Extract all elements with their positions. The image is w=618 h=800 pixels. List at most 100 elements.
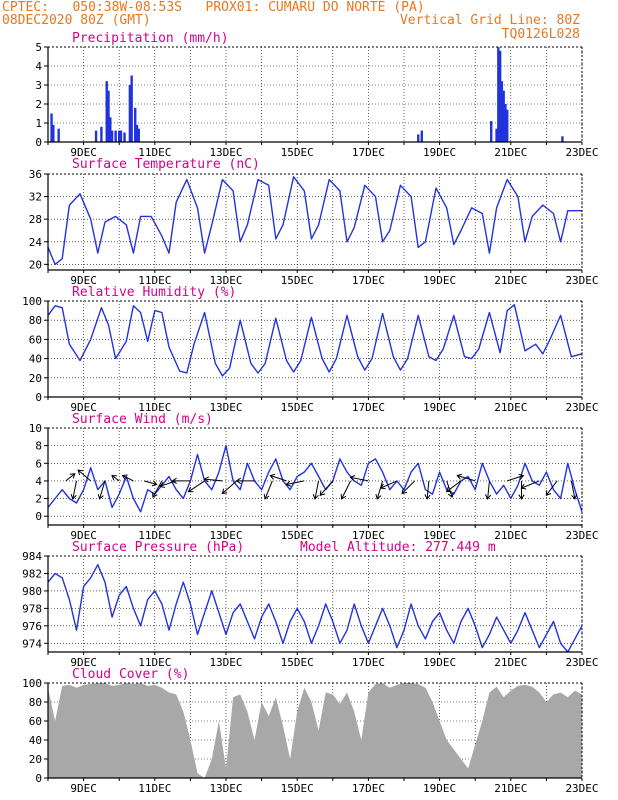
precip-bar [50, 113, 53, 142]
temp-series-line [47, 176, 582, 266]
wind-vector-head [235, 477, 241, 485]
wind-vector-head [77, 469, 84, 476]
wind-vector [204, 478, 223, 482]
x-tick-label: 15DEC [281, 529, 314, 542]
y-tick-label: 80 [29, 696, 42, 709]
precip-bar [495, 128, 498, 142]
y-tick-label: 32 [29, 191, 42, 204]
wind-vector-head [445, 486, 452, 493]
precip-bar [119, 130, 123, 142]
panel-title: Surface Temperature (nC) [72, 157, 260, 172]
wind-vector-head [447, 492, 454, 498]
x-tick-label: 21DEC [494, 146, 527, 159]
wind-vector [487, 480, 490, 499]
panel-title: Surface Pressure (hPa) [72, 540, 244, 555]
y-tick-label: 100 [22, 677, 42, 690]
wind-vector-head [269, 473, 276, 480]
wind-vector-head [484, 494, 492, 500]
precip-bar [506, 109, 509, 142]
wind-vector [72, 480, 77, 500]
x-tick-label: 13DEC [209, 401, 242, 414]
precip-bar [502, 90, 505, 142]
x-tick-label: 9DEC [70, 656, 97, 669]
x-tick-label: 9DEC [70, 401, 97, 414]
x-tick-label: 21DEC [494, 782, 527, 795]
wind-vector [401, 480, 416, 494]
wind-vector-head [221, 488, 228, 495]
cloud-cover-area [48, 683, 582, 778]
y-tick-label: 980 [22, 585, 42, 598]
wind-vector-head [151, 480, 158, 487]
wind-vector [152, 480, 163, 498]
precip-bar [417, 134, 420, 142]
x-tick-label: 15DEC [281, 274, 314, 287]
rh-series-line [47, 304, 583, 377]
y-tick-label: 982 [22, 567, 42, 580]
y-tick-label: 974 [22, 637, 42, 650]
wind-vector-head [379, 483, 386, 490]
precip-bar [497, 47, 500, 142]
x-tick-label: 17DEC [352, 656, 385, 669]
y-tick-label: 60 [29, 715, 42, 728]
precip-bar [109, 117, 112, 142]
precip-bar [123, 132, 126, 142]
x-tick-label: 21DEC [494, 529, 527, 542]
wind-vector [570, 480, 576, 500]
x-tick-label: 9DEC [70, 274, 97, 287]
wind-vector [65, 473, 76, 482]
y-tick-label: 20 [29, 258, 42, 271]
wind-vector [143, 480, 157, 485]
x-tick-label: 23DEC [565, 529, 598, 542]
y-tick-label: 28 [29, 213, 42, 226]
x-tick-label: 17DEC [352, 274, 385, 287]
x-tick-label: 19DEC [423, 401, 456, 414]
y-tick-label: 2 [35, 98, 42, 111]
x-tick-label: 17DEC [352, 401, 385, 414]
y-tick-label: 0 [35, 510, 42, 523]
wind-vector-head [171, 477, 177, 485]
precip-bar [100, 126, 103, 142]
y-tick-label: 976 [22, 620, 42, 633]
wind-vector-head [571, 494, 578, 500]
panel-title: Surface Wind (m/s) [72, 412, 213, 427]
x-tick-label: 9DEC [70, 146, 97, 159]
precip-bar [135, 124, 139, 142]
y-tick-label: 40 [29, 353, 42, 366]
panel-title: Cloud Cover (%) [72, 667, 189, 682]
y-tick-label: 100 [22, 295, 42, 308]
model-altitude-label: Model Altitude: 277.449 m [300, 540, 496, 555]
wind-vector-head [375, 493, 382, 500]
x-tick-label: 11DEC [138, 782, 171, 795]
wind-vector-head [111, 474, 118, 481]
y-tick-label: 978 [22, 602, 42, 615]
wind-vector-head [456, 473, 463, 480]
wind-vector [350, 476, 369, 482]
wind-vector-head [518, 494, 525, 500]
wind-vector-head [203, 476, 210, 483]
wind-vector [341, 480, 352, 500]
wind-vector [319, 480, 334, 496]
wind-vector [376, 480, 384, 500]
header-model-id: TQ0126L028 [501, 27, 580, 42]
x-tick-label: 15DEC [281, 401, 314, 414]
wind-vector [426, 480, 430, 499]
wind-vector-head [319, 490, 326, 497]
precip-bar [490, 121, 493, 142]
x-tick-label: 19DEC [423, 656, 456, 669]
wind-vector [99, 480, 106, 500]
x-tick-label: 9DEC [70, 529, 97, 542]
header-run-date: 08DEC2020 80Z (GMT) [2, 13, 151, 28]
x-tick-label: 9DEC [70, 782, 97, 795]
wind-vector-head [340, 493, 347, 500]
x-tick-label: 11DEC [138, 656, 171, 669]
wind-vector-head [424, 494, 431, 500]
precip-bar [504, 104, 507, 142]
precip-bar [130, 75, 133, 142]
precip-bar [118, 130, 121, 142]
y-tick-label: 80 [29, 314, 42, 327]
y-tick-label: 24 [29, 236, 43, 249]
precip-bar [420, 130, 423, 142]
precip-bar [128, 85, 132, 142]
precip-bar [137, 128, 140, 142]
wind-vector [507, 475, 524, 482]
